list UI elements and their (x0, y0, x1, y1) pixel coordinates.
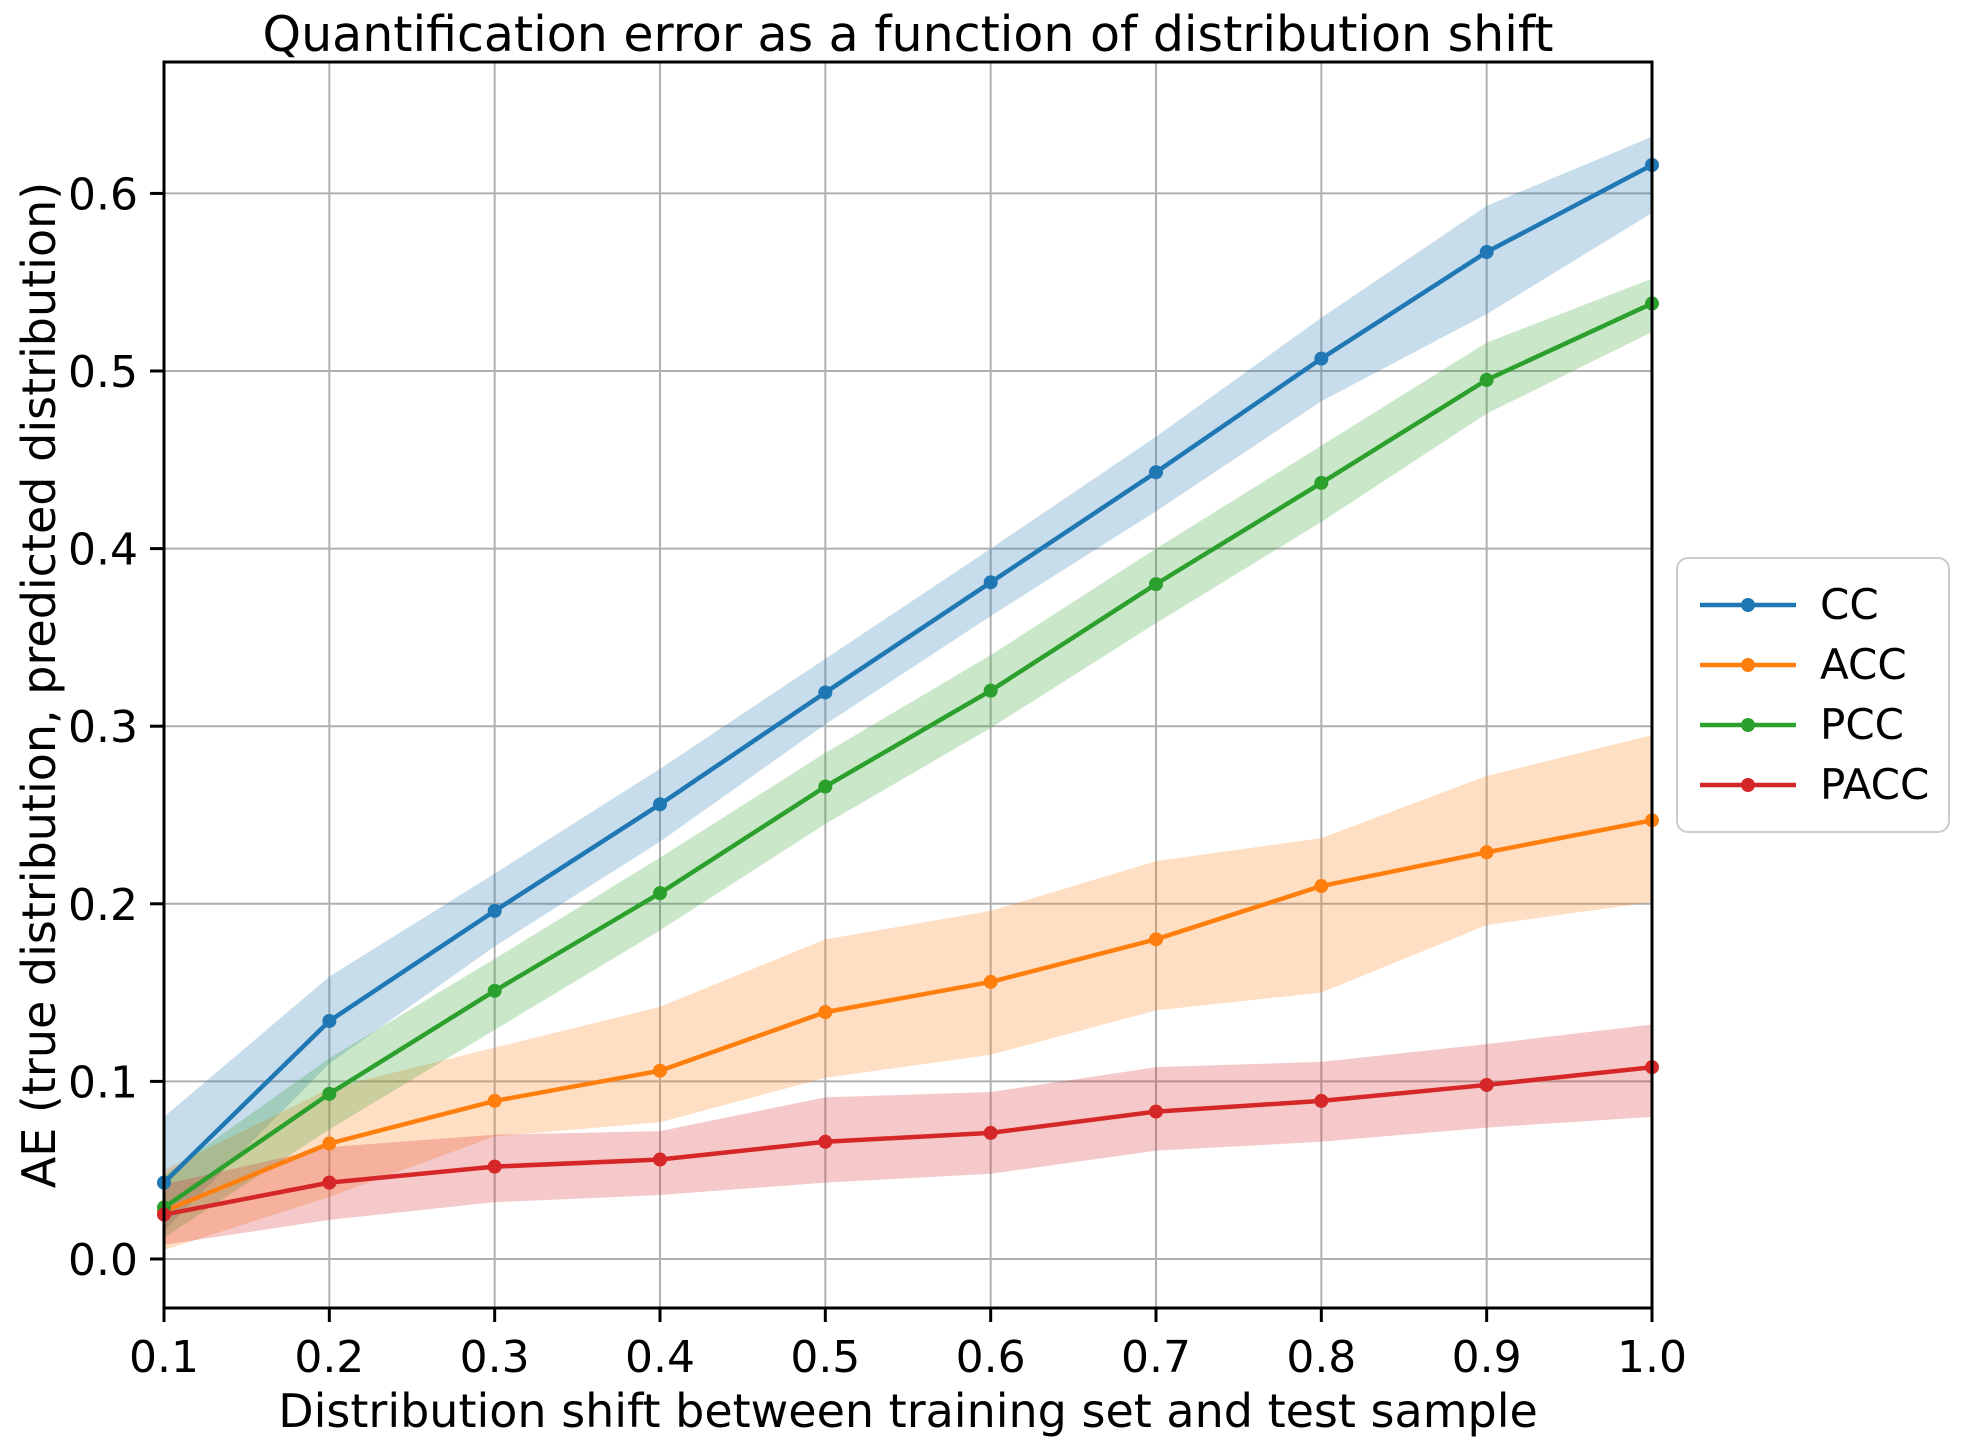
data-point-PCC (653, 886, 667, 901)
data-point-CC (1479, 245, 1494, 260)
confidence-band-CC (164, 136, 1652, 1231)
y-tick-label: 0.2 (68, 880, 138, 931)
data-point-CC (1314, 351, 1329, 366)
confidence-band-ACC (164, 735, 1652, 1251)
data-point-PACC (983, 1125, 998, 1140)
x-axis-label: Distribution shift between training set … (278, 1384, 1538, 1438)
data-point-PCC (1479, 372, 1494, 387)
x-tick-label: 0.4 (625, 1332, 695, 1383)
legend-item-CC: CC (1698, 575, 1930, 635)
data-point-CC (983, 575, 998, 590)
y-tick-label: 0.0 (68, 1235, 138, 1286)
series-line-PCC (161, 301, 1655, 1210)
y-tick-label: 0.4 (68, 525, 138, 576)
data-point-PCC (322, 1086, 337, 1101)
data-point-PACC (818, 1134, 833, 1149)
legend-item-PCC: PCC (1698, 695, 1930, 755)
legend-item-PACC: PACC (1698, 755, 1930, 815)
series-line-PACC (161, 1064, 1655, 1217)
x-tick-label: 0.1 (129, 1332, 199, 1383)
legend-line-sample-CC (1700, 598, 1796, 612)
legend-label-PCC: PCC (1820, 700, 1904, 749)
x-tick-label: 1.0 (1617, 1332, 1687, 1383)
y-axis-label: AE (true distribution, predicted distrib… (12, 181, 66, 1189)
series-line-ACC (161, 818, 1655, 1214)
x-tick-label: 0.5 (790, 1332, 860, 1383)
data-point-CC (322, 1014, 337, 1029)
y-tick-label: 0.3 (68, 702, 138, 753)
data-point-PCC (1314, 475, 1329, 490)
legend-label-CC: CC (1820, 580, 1879, 629)
data-point-ACC (1149, 932, 1163, 947)
legend-line-sample-ACC (1700, 658, 1796, 672)
legend-label-PACC: PACC (1820, 760, 1930, 809)
legend-line-sample-PACC (1700, 778, 1796, 792)
x-tick-label: 0.6 (956, 1332, 1026, 1383)
data-point-PACC (1149, 1104, 1163, 1119)
data-point-ACC (818, 1005, 833, 1020)
data-point-PACC (487, 1159, 502, 1174)
legend-item-ACC: ACC (1698, 635, 1930, 695)
data-point-CC (1149, 465, 1163, 480)
confidence-band-PCC (164, 278, 1652, 1238)
data-point-ACC (653, 1063, 667, 1078)
data-point-PCC (983, 683, 998, 698)
series-line-CC (161, 162, 1655, 1185)
data-point-CC (487, 903, 502, 918)
data-point-ACC (1314, 879, 1329, 894)
x-tick-label: 0.9 (1452, 1332, 1522, 1383)
data-point-ACC (1479, 845, 1494, 860)
y-tick-label: 0.5 (68, 347, 138, 398)
data-point-PACC (322, 1175, 337, 1190)
x-tick-label: 0.2 (294, 1332, 364, 1383)
data-point-PCC (818, 779, 833, 794)
data-point-PCC (1149, 577, 1163, 592)
data-point-PACC (1314, 1093, 1329, 1108)
x-tick-label: 0.7 (1121, 1332, 1191, 1383)
data-point-CC (818, 685, 833, 700)
x-tick-label: 0.8 (1286, 1332, 1356, 1383)
legend: CC ACC PCC PACC (1676, 557, 1950, 833)
data-point-ACC (983, 974, 998, 989)
x-tick-label: 0.3 (460, 1332, 530, 1383)
chart-title: Quantification error as a function of di… (262, 6, 1554, 63)
data-point-ACC (322, 1136, 337, 1151)
data-point-ACC (487, 1093, 502, 1108)
data-point-PACC (653, 1152, 667, 1167)
data-point-CC (653, 797, 667, 812)
axes-spines (162, 60, 1654, 1310)
y-tick-label: 0.6 (68, 169, 138, 220)
legend-line-sample-PCC (1700, 718, 1796, 732)
data-point-PCC (487, 983, 502, 998)
legend-label-ACC: ACC (1820, 640, 1907, 689)
data-point-PACC (1479, 1077, 1494, 1092)
y-tick-label: 0.1 (68, 1057, 138, 1108)
confidence-band-PACC (164, 1024, 1652, 1245)
